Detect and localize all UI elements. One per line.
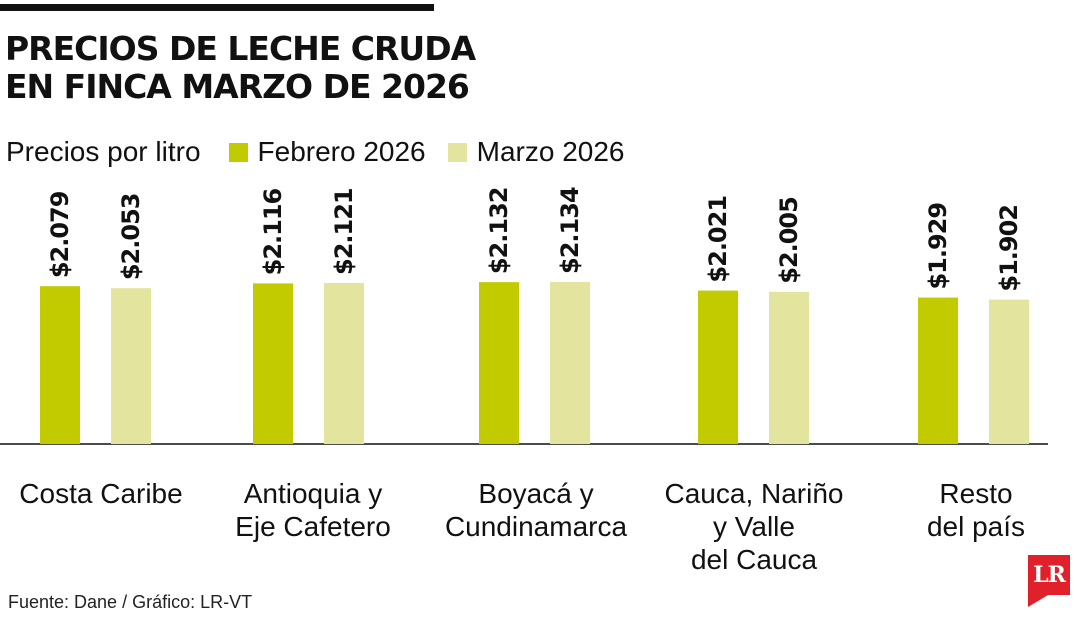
legend-swatch-febrero [228,142,248,162]
legend-label-febrero: Febrero 2026 [257,136,426,167]
category-label-1: Antioquia y Eje Cafetero [235,478,391,542]
data-label-marzo-3: $2.005 [775,197,803,284]
lr-logo: LR [1028,555,1070,595]
data-label-marzo-1: $2.121 [330,188,358,275]
category-label-0: Costa Caribe [19,478,182,509]
legend-swatch-marzo [447,142,467,162]
bar-febrero-3 [698,290,738,444]
data-label-marzo-4: $1.902 [995,205,1023,292]
title-line-1: PRECIOS DE LECHE CRUDA [5,29,476,68]
category-label-4: Resto del país [927,478,1025,542]
category-label-3: Cauca, Nariño y Valle del Cauca [665,478,844,575]
title-line-2: EN FINCA MARZO DE 2026 [5,67,470,106]
data-label-febrero-1: $2.116 [259,188,287,275]
legend: Precios por litro Febrero 2026 Marzo 202… [6,135,647,169]
bar-febrero-4 [918,297,958,444]
bar-febrero-1 [253,283,293,444]
data-label-febrero-2: $2.132 [485,188,513,275]
bar-marzo-2 [550,282,590,444]
bar-marzo-1 [324,282,364,444]
data-label-marzo-2: $2.134 [556,187,584,274]
source-note: Fuente: Dane / Gráfico: LR-VT [8,592,253,612]
bar-marzo-0 [111,288,151,444]
data-label-marzo-0: $2.053 [117,194,145,281]
data-label-febrero-3: $2.021 [704,196,732,283]
data-label-febrero-4: $1.929 [924,203,952,290]
legend-item-marzo: Marzo 2026 [447,136,625,168]
legend-item-febrero: Febrero 2026 [228,136,426,168]
chart-title: PRECIOS DE LECHE CRUDA EN FINCA MARZO DE… [5,30,705,106]
lr-logo-tail [1028,595,1048,607]
top-rule [0,4,434,11]
bar-febrero-0 [40,286,80,444]
bar-febrero-2 [479,282,519,444]
data-label-febrero-0: $2.079 [46,191,74,278]
legend-label-marzo: Marzo 2026 [476,136,625,167]
category-label-2: Boyacá y Cundinamarca [445,478,628,542]
legend-subtitle: Precios por litro [6,136,201,167]
bar-marzo-3 [769,291,809,444]
bar-marzo-4 [989,299,1029,444]
